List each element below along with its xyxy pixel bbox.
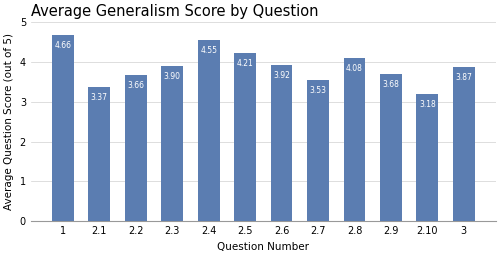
Bar [380, 74, 402, 221]
Text: 3.90: 3.90 [164, 72, 180, 81]
Bar [344, 58, 365, 221]
Text: 4.21: 4.21 [236, 59, 254, 68]
Bar [270, 65, 292, 221]
Bar [125, 75, 146, 221]
Bar [162, 66, 183, 221]
Bar [198, 40, 220, 221]
Text: 3.68: 3.68 [382, 80, 400, 89]
Bar [453, 67, 474, 221]
Text: 3.53: 3.53 [310, 87, 326, 95]
Text: 4.55: 4.55 [200, 46, 217, 55]
Text: 3.66: 3.66 [128, 81, 144, 90]
Bar [234, 53, 256, 221]
Text: 3.37: 3.37 [91, 93, 108, 102]
Text: 3.92: 3.92 [273, 71, 290, 80]
Bar [416, 94, 438, 221]
Text: 3.87: 3.87 [456, 73, 472, 82]
X-axis label: Question Number: Question Number [218, 242, 310, 252]
Text: 4.08: 4.08 [346, 65, 363, 73]
Bar [52, 35, 74, 221]
Text: 3.18: 3.18 [419, 100, 436, 109]
Y-axis label: Average Question Score (out of 5): Average Question Score (out of 5) [4, 33, 14, 210]
Text: 4.66: 4.66 [54, 41, 72, 50]
Text: Average Generalism Score by Question: Average Generalism Score by Question [31, 4, 318, 19]
Bar [88, 87, 110, 221]
Bar [307, 80, 329, 221]
